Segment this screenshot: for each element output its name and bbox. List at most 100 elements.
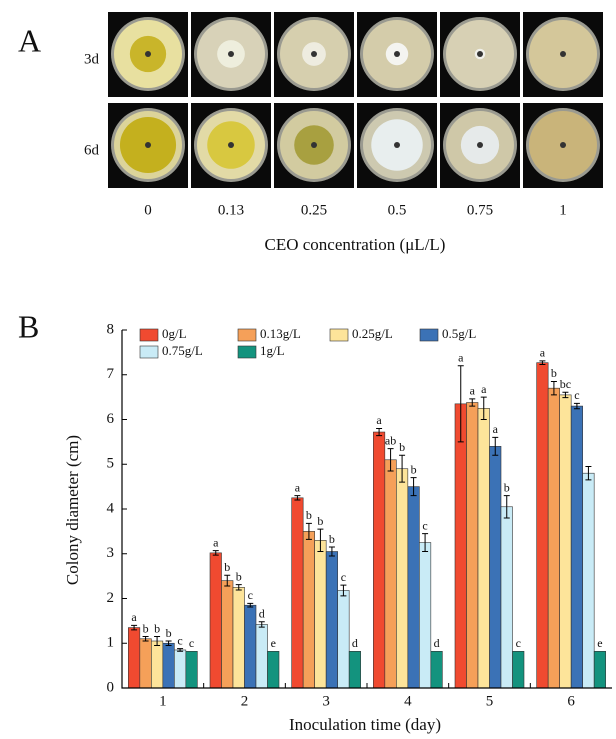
y-tick-label: 0 [107, 679, 115, 695]
panel-label: B [18, 308, 39, 344]
legend-swatch [139, 328, 159, 342]
significance-label: a [481, 382, 487, 396]
bar [489, 446, 502, 689]
inoculum [477, 51, 483, 57]
significance-label: b [154, 621, 160, 635]
y-tick-label: 1 [107, 635, 115, 651]
significance-label: b [166, 626, 172, 640]
x-tick-label: 5 [486, 693, 494, 709]
legend-swatch [419, 328, 439, 342]
bar [174, 649, 187, 689]
y-tick-label: 6 [107, 411, 115, 427]
row-label: 3d [84, 51, 100, 67]
significance-label: b [551, 366, 557, 380]
significance-label: b [317, 514, 323, 528]
error-bar [305, 522, 312, 540]
error-bar [154, 636, 161, 646]
inoculum [228, 142, 234, 148]
bar [570, 405, 583, 689]
significance-label: c [574, 388, 579, 402]
bar [291, 497, 304, 689]
error-bar [469, 398, 476, 407]
legend-label: 0.25g/L [352, 326, 393, 341]
bar [454, 403, 467, 689]
bar [302, 531, 315, 689]
inoculum [477, 142, 483, 148]
significance-label: b [143, 621, 149, 635]
bar [162, 642, 175, 689]
legend-label: 0.13g/L [260, 326, 301, 341]
error-bar [177, 648, 184, 652]
bar [221, 580, 234, 689]
y-tick-label: 3 [107, 545, 115, 561]
significance-label: e [271, 636, 276, 650]
error-bar [235, 584, 242, 591]
significance-label: d [352, 636, 358, 650]
bar [151, 640, 164, 689]
bar [267, 651, 280, 689]
error-bar [492, 436, 499, 456]
significance-label: a [470, 384, 476, 398]
significance-label: b [224, 560, 230, 574]
bar [407, 486, 420, 689]
bar [373, 431, 386, 689]
bar [128, 627, 141, 689]
x-tick-label: 2 [241, 693, 249, 709]
significance-label: b [306, 508, 312, 522]
bar [209, 552, 222, 689]
bar [396, 468, 409, 689]
inoculum [145, 142, 151, 148]
y-tick-label: 4 [107, 500, 115, 516]
error-bar [317, 528, 324, 553]
error-bar [294, 495, 301, 501]
error-bar [410, 477, 417, 497]
error-bar [480, 396, 487, 420]
error-bar [376, 427, 383, 437]
significance-label: c [189, 636, 194, 650]
significance-label: b [399, 440, 405, 454]
bar [348, 651, 361, 689]
bar [547, 387, 560, 689]
axes [121, 330, 612, 689]
significance-label: a [493, 422, 499, 436]
row-label: 6d [84, 142, 100, 158]
bar [559, 394, 572, 689]
significance-label: d [259, 607, 265, 621]
significance-label: b [329, 532, 335, 546]
bar [477, 408, 490, 689]
legend-swatch [139, 345, 159, 359]
inoculum [394, 51, 400, 57]
error-bar [131, 624, 138, 631]
significance-label: b [504, 480, 510, 494]
legend-label: 0.5g/L [442, 326, 476, 341]
column-label: 0.5 [388, 202, 407, 218]
column-label: 0.13 [218, 202, 244, 218]
bar [512, 651, 525, 689]
bar [185, 651, 198, 689]
bar [466, 402, 479, 689]
error-bar [573, 402, 580, 410]
bar [582, 472, 595, 689]
column-label: 1 [559, 202, 567, 218]
bar [593, 651, 606, 689]
bar [255, 624, 268, 689]
significance-label: c [516, 636, 521, 650]
significance-label: a [131, 610, 137, 624]
inoculum [560, 142, 566, 148]
error-bar [387, 448, 394, 472]
legend-swatch [329, 328, 349, 342]
legend-label: 0.75g/L [162, 343, 203, 358]
error-bar [212, 550, 219, 556]
bar [419, 542, 432, 689]
x-tick-label: 6 [567, 693, 575, 709]
column-label: 0 [144, 202, 152, 218]
significance-label: b [236, 569, 242, 583]
significance-label: a [376, 413, 382, 427]
error-bar [503, 495, 510, 519]
x-tick-label: 1 [159, 693, 167, 709]
axis-title: CEO concentration (μL/L) [265, 235, 446, 254]
error-bar [258, 621, 265, 628]
bar [244, 604, 257, 689]
y-axis-title: Colony diameter (cm) [63, 435, 82, 585]
